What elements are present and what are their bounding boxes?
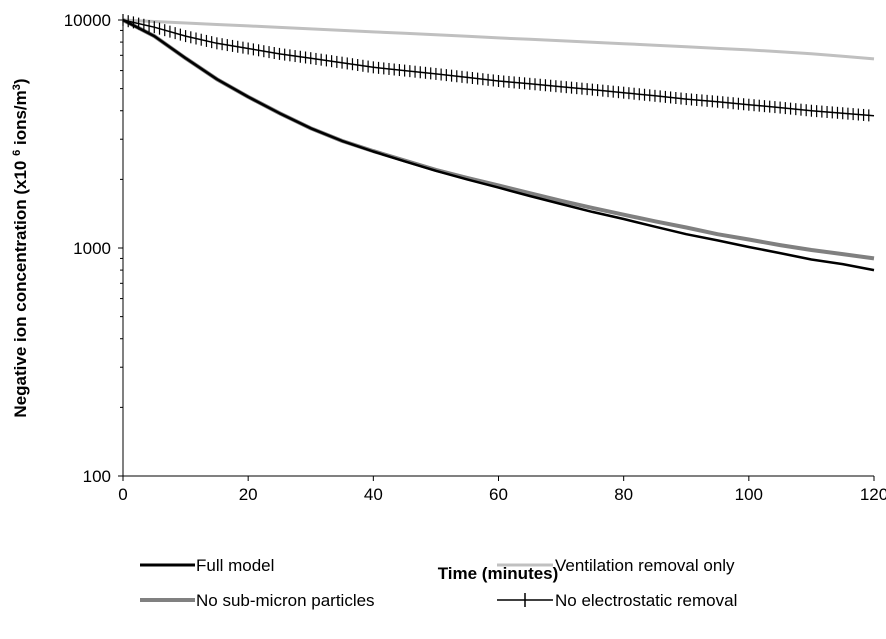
series-line — [122, 19, 875, 117]
series-line — [122, 18, 875, 261]
series-no-sub-micron-particles — [122, 18, 875, 261]
x-axis-title: Time (minutes) — [438, 564, 559, 583]
y-tick-label: 1000 — [73, 239, 111, 258]
legend-label-full-model: Full model — [196, 556, 274, 575]
x-tick-label: 0 — [118, 485, 127, 504]
legend-label-no-sub-micron: No sub-micron particles — [196, 591, 375, 610]
series-ventilation-removal-only — [122, 18, 875, 61]
x-tick-label: 80 — [614, 485, 633, 504]
series-lines — [122, 14, 875, 272]
series-no-electrostatic-removal — [122, 14, 875, 122]
x-tick-label: 120 — [860, 485, 886, 504]
x-tick-label: 60 — [489, 485, 508, 504]
series-line — [122, 18, 875, 61]
x-tick-label: 20 — [239, 485, 258, 504]
y-tick-group: 100 1000 10000 — [64, 11, 123, 486]
series-line — [122, 18, 875, 272]
legend-label-ventilation: Ventilation removal only — [555, 556, 735, 575]
legend-item-no-sub-micron: No sub-micron particles — [140, 591, 375, 610]
legend-item-ventilation: Ventilation removal only — [497, 556, 735, 575]
series-full-model — [122, 18, 875, 272]
legend-item-full-model: Full model — [140, 556, 274, 575]
x-tick-label: 100 — [735, 485, 763, 504]
y-tick-label: 10000 — [64, 11, 111, 30]
legend-label-no-electrostatic: No electrostatic removal — [555, 591, 737, 610]
x-tick-group: 0 20 40 60 80 100 120 — [118, 476, 886, 504]
legend-item-no-electrostatic: No electrostatic removal — [497, 591, 737, 610]
series-markers — [122, 14, 870, 122]
chart-legend: Full model Ventilation removal only No s… — [140, 556, 737, 610]
y-axis-title: Negative ion concentration (x10 6 ions/m… — [11, 78, 30, 417]
y-tick-label: 100 — [83, 467, 111, 486]
x-tick-label: 40 — [364, 485, 383, 504]
